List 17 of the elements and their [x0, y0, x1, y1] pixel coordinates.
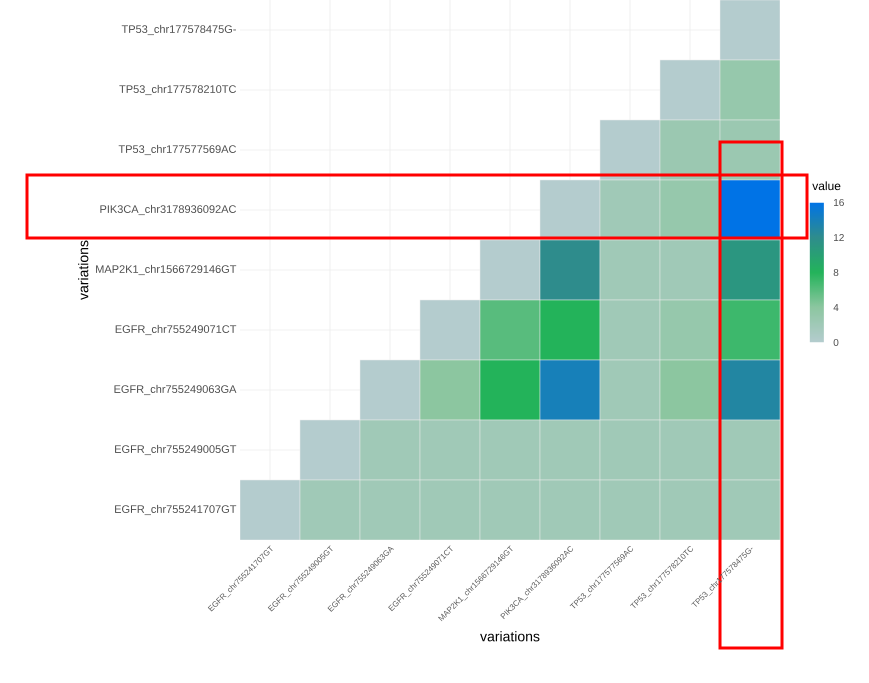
- y-tick-label: EGFR_chr755241707GT: [115, 504, 236, 516]
- y-tick-label: TP53_chr177578210TC: [119, 84, 236, 96]
- x-axis-title: variations: [480, 631, 540, 642]
- y-tick-label: EGFR_chr755249005GT: [115, 444, 236, 456]
- color-bar-title: value: [812, 181, 840, 190]
- y-tick-label: PIK3CA_chr3178936092AC: [100, 204, 236, 216]
- y-tick-label: TP53_chr177577569AC: [118, 144, 236, 156]
- color-bar-label: 0: [834, 338, 838, 346]
- color-bar-label: 16: [834, 198, 844, 206]
- color-bar-label: 4: [833, 304, 838, 311]
- y-axis-title: variations: [78, 240, 88, 300]
- y-tick-label: TP53_chr177578475G-: [122, 24, 236, 36]
- color-bar-label: 12: [834, 234, 844, 241]
- y-tick-label: EGFR_chr755249063GA: [114, 384, 236, 396]
- y-tick-label: EGFR_chr755249071CT: [116, 324, 236, 336]
- color-bar-label: 8: [834, 268, 838, 276]
- y-tick-label: MAP2K1_chr1566729146GT: [96, 264, 236, 276]
